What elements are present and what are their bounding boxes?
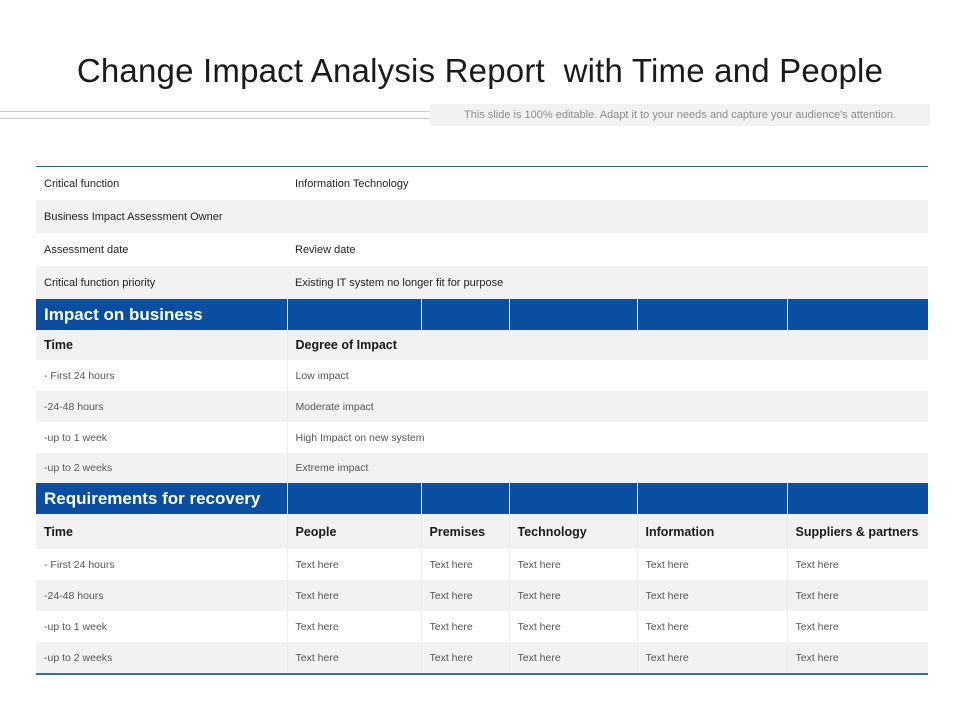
people-cell: Text here [286, 611, 421, 642]
info-row: Business Impact Assessment Owner [36, 200, 929, 233]
page-title: Change Impact Analysis Report with Time … [76, 52, 884, 89]
suppliers-cell: Text here [786, 549, 929, 580]
time-cell: - First 24 hours [36, 360, 287, 391]
info-value: Information Technology [287, 166, 929, 200]
column-header: Time [36, 330, 287, 360]
degree-cell: High Impact on new system [286, 422, 929, 453]
recovery-column-headers: Time People Premises Technology Informat… [36, 514, 929, 549]
time-cell: -24-48 hours [36, 391, 287, 422]
table-row: -up to 2 weeks Extreme impact [36, 453, 929, 483]
technology-cell: Text here [508, 580, 637, 611]
info-label: Business Impact Assessment Owner [36, 200, 287, 233]
technology-cell: Text here [508, 611, 637, 642]
time-cell: -up to 1 week [36, 422, 287, 453]
premises-cell: Text here [420, 642, 509, 674]
column-header: Premises [420, 514, 509, 549]
people-cell: Text here [286, 580, 421, 611]
section-title: Requirements for recovery [36, 483, 287, 514]
people-cell: Text here [286, 549, 421, 580]
column-header: Technology [508, 514, 637, 549]
degree-cell: Extreme impact [286, 453, 929, 483]
time-cell: - First 24 hours [36, 549, 287, 580]
info-row: Critical function Information Technology [36, 166, 929, 200]
suppliers-cell: Text here [786, 642, 929, 674]
section-header-recovery: Requirements for recovery [36, 483, 929, 514]
info-label: Critical function priority [36, 266, 287, 299]
info-value: Existing IT system no longer fit for pur… [287, 266, 929, 299]
info-label: Critical function [36, 166, 287, 200]
information-cell: Text here [636, 611, 787, 642]
subtitle-banner: This slide is 100% editable. Adapt it to… [430, 104, 930, 126]
info-label: Assessment date [36, 233, 287, 266]
information-cell: Text here [636, 580, 787, 611]
table-row: -up to 2 weeks Text here Text here Text … [36, 642, 929, 674]
title-divider [0, 111, 432, 119]
time-cell: -up to 1 week [36, 611, 287, 642]
information-cell: Text here [636, 549, 787, 580]
table-row: - First 24 hours Text here Text here Tex… [36, 549, 929, 580]
information-cell: Text here [636, 642, 787, 674]
section-header-impact: Impact on business [36, 299, 929, 330]
table-row: -up to 1 week Text here Text here Text h… [36, 611, 929, 642]
table-row: - First 24 hours Low impact [36, 360, 929, 391]
impact-analysis-table: Critical function Information Technology… [36, 166, 929, 675]
table-row: -24-48 hours Moderate impact [36, 391, 929, 422]
info-row: Assessment date Review date [36, 233, 929, 266]
impact-column-headers: Time Degree of Impact [36, 330, 929, 360]
time-cell: -up to 2 weeks [36, 642, 287, 674]
premises-cell: Text here [420, 549, 509, 580]
technology-cell: Text here [508, 549, 637, 580]
section-title: Impact on business [36, 299, 287, 330]
time-cell: -24-48 hours [36, 580, 287, 611]
premises-cell: Text here [420, 580, 509, 611]
people-cell: Text here [286, 642, 421, 674]
degree-cell: Moderate impact [286, 391, 929, 422]
technology-cell: Text here [508, 642, 637, 674]
degree-cell: Low impact [286, 360, 929, 391]
info-row: Critical function priority Existing IT s… [36, 266, 929, 299]
column-header: People [286, 514, 421, 549]
column-header: Suppliers & partners [786, 514, 929, 549]
suppliers-cell: Text here [786, 611, 929, 642]
info-value [287, 200, 929, 233]
column-header: Information [636, 514, 787, 549]
premises-cell: Text here [420, 611, 509, 642]
suppliers-cell: Text here [786, 580, 929, 611]
info-value: Review date [287, 233, 929, 266]
table-row: -up to 1 week High Impact on new system [36, 422, 929, 453]
time-cell: -up to 2 weeks [36, 453, 287, 483]
column-header: Time [36, 514, 287, 549]
column-header: Degree of Impact [286, 330, 929, 360]
table-row: -24-48 hours Text here Text here Text he… [36, 580, 929, 611]
